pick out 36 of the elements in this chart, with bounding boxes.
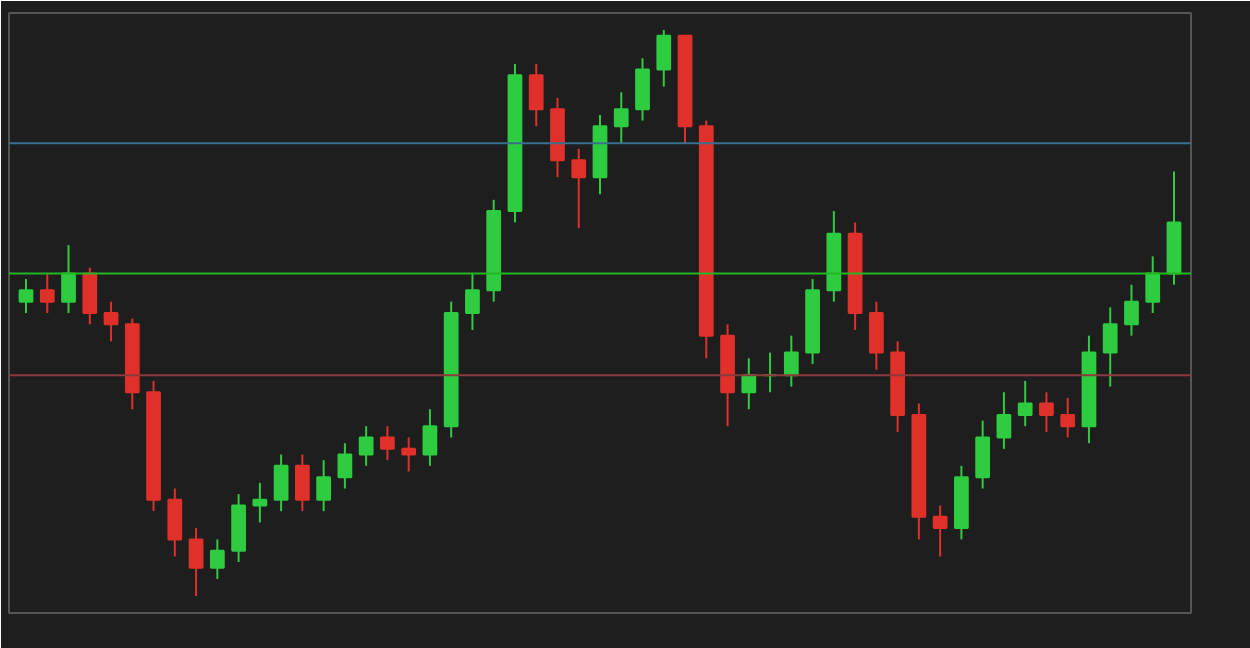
candlestick [103, 300, 119, 343]
candlestick [1017, 379, 1033, 428]
candlestick [996, 391, 1012, 450]
candlestick [231, 493, 246, 564]
candlestick [252, 481, 268, 524]
candlestick [1060, 396, 1076, 439]
candlestick [932, 504, 948, 558]
candlestick [465, 272, 480, 331]
candlestick [1102, 306, 1118, 388]
candlestick [380, 425, 395, 462]
candlestick [337, 442, 353, 490]
candlestick [358, 425, 374, 467]
candlestick [1039, 391, 1054, 433]
candlestick [167, 487, 183, 558]
candlestick [613, 91, 629, 145]
candlestick [783, 334, 799, 388]
candlestick [209, 538, 225, 581]
candlestick [1124, 283, 1139, 337]
candlestick [635, 57, 650, 122]
candlestick [18, 278, 34, 314]
candlestick [868, 300, 884, 371]
candlestick [571, 147, 587, 230]
candlestick [188, 527, 204, 598]
candlestick [39, 272, 55, 314]
candlestick [295, 453, 310, 513]
candlestick [741, 357, 757, 411]
candlestick [273, 453, 289, 513]
candlestick [316, 459, 332, 513]
candlestick [422, 408, 438, 467]
candlestick [82, 266, 98, 326]
candlestick [1145, 255, 1161, 314]
candlestick [975, 419, 991, 490]
candlestick [656, 28, 672, 88]
candlestick [401, 436, 417, 473]
candlestick [528, 62, 544, 128]
candlestick [61, 244, 76, 314]
